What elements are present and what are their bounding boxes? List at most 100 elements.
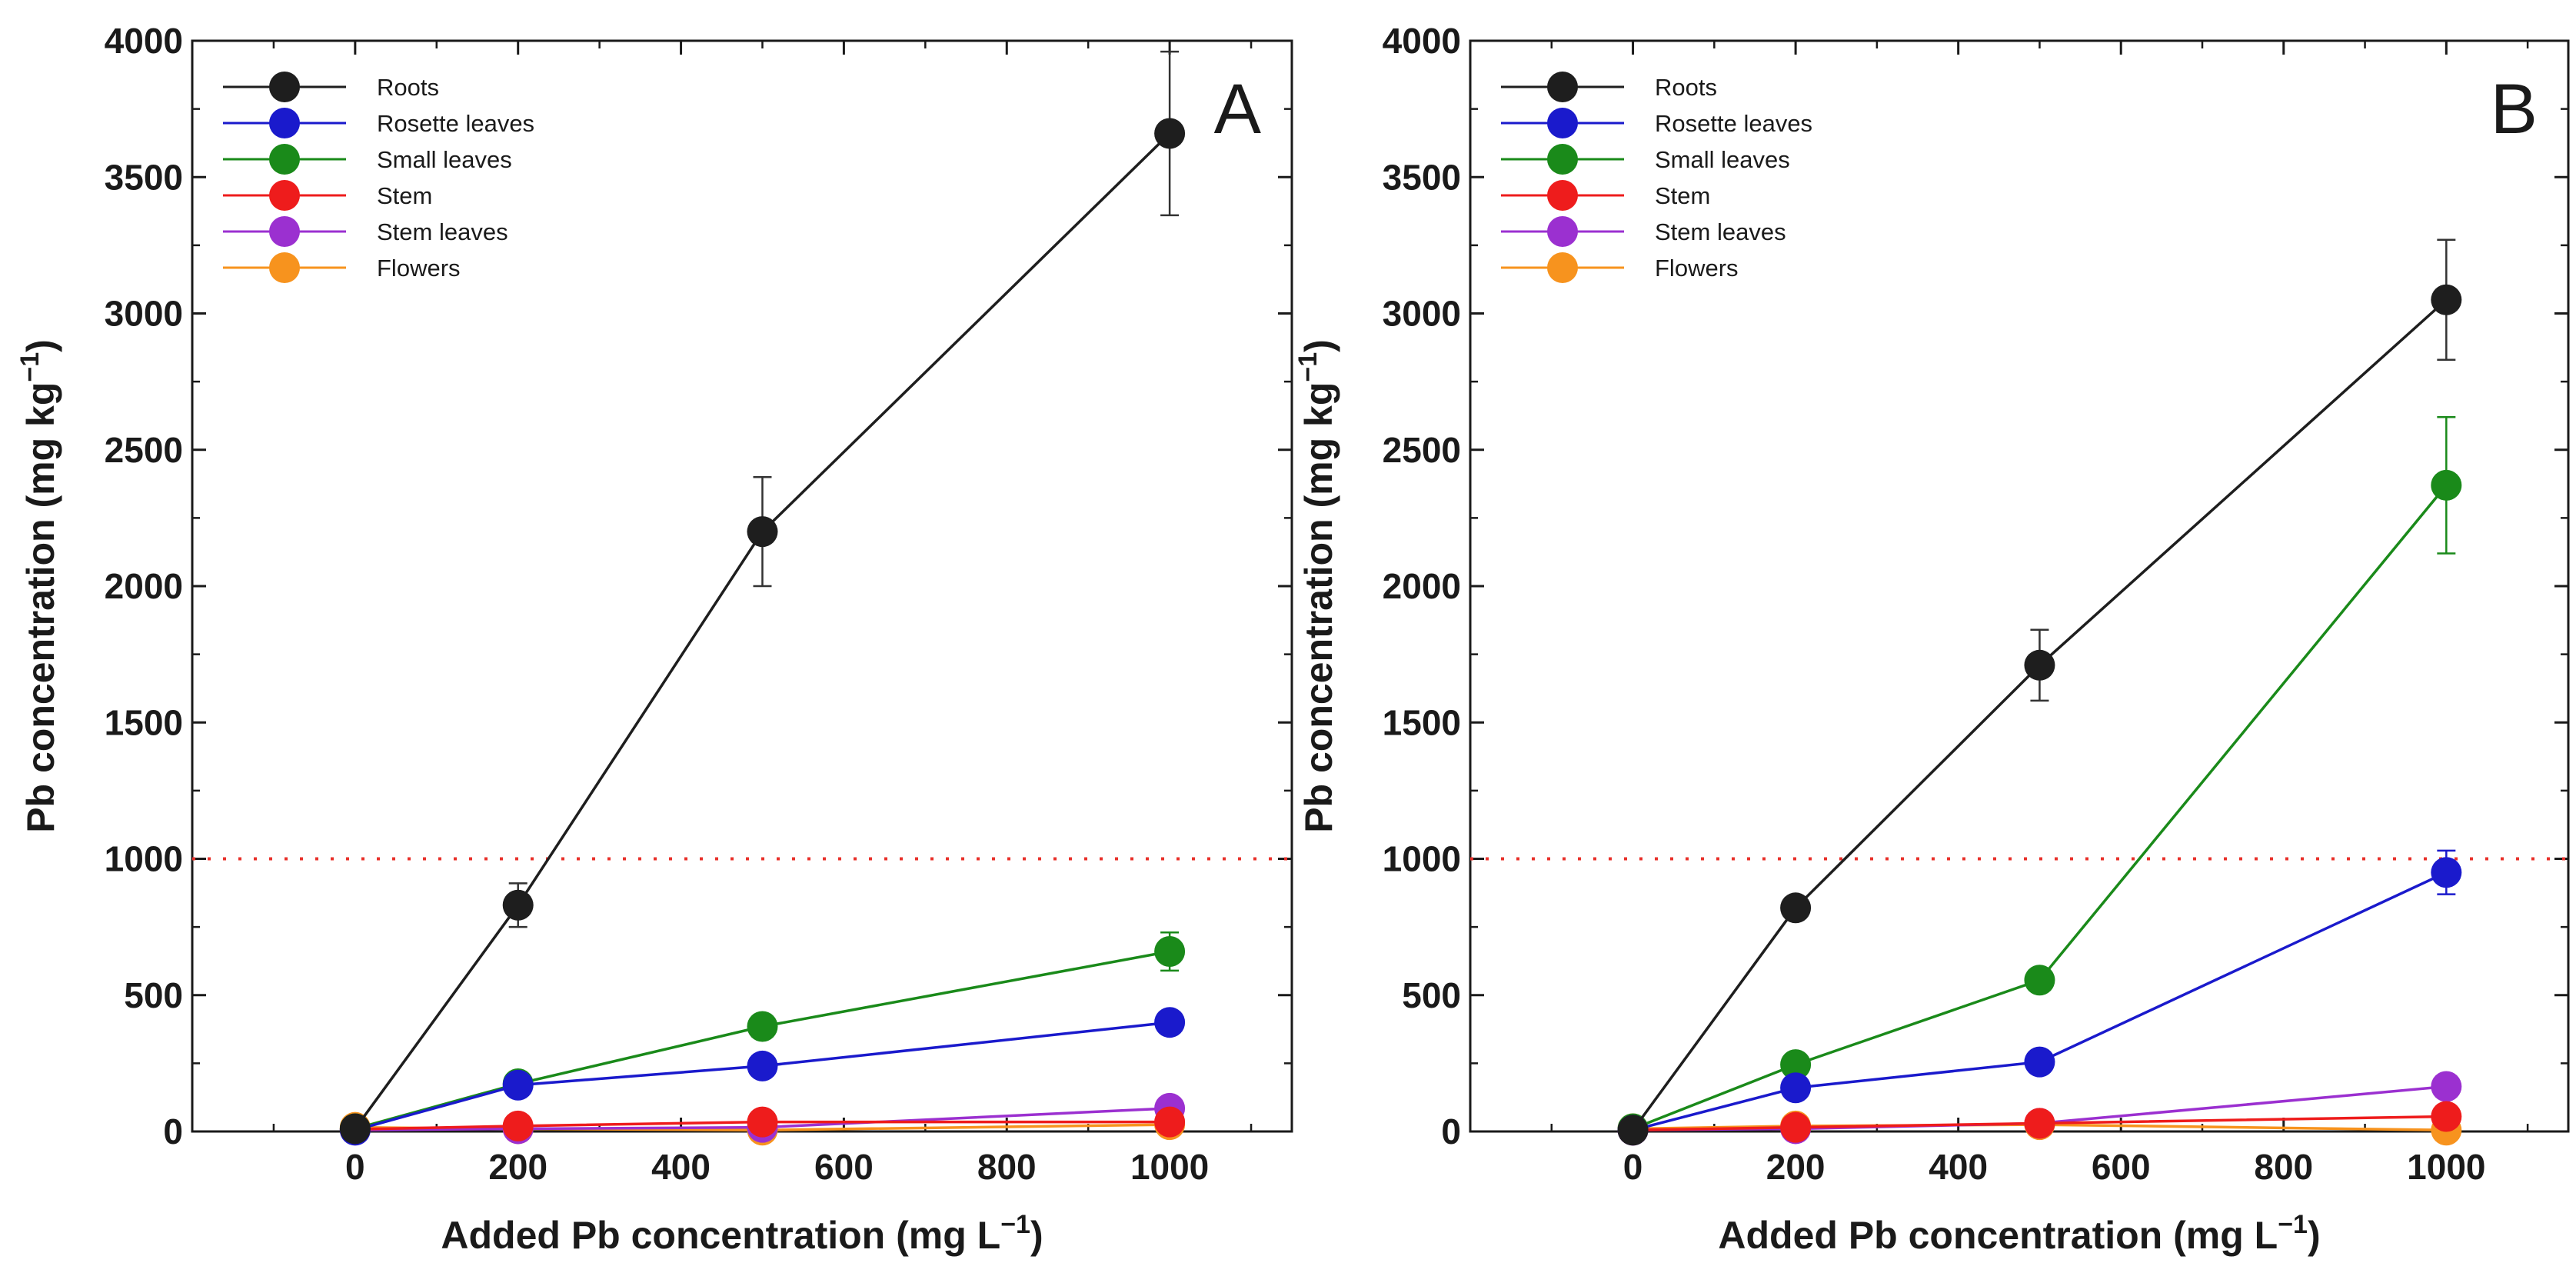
x-tick-label: 200 xyxy=(1766,1147,1825,1187)
y-tick-label: 2500 xyxy=(105,430,183,470)
series-rosette-leaves xyxy=(1617,849,2462,1146)
y-tick-label: 0 xyxy=(1441,1111,1461,1151)
data-point xyxy=(747,1050,778,1081)
legend-marker xyxy=(269,108,300,138)
legend-item-small-leaves: Small leaves xyxy=(1501,144,1790,175)
chart-panel-a: 0 500 1000 1500 2000 2500 3000 3500 4000 0 200 400 6… xyxy=(15,21,1293,1257)
y-axis-title-end: ) xyxy=(19,339,62,352)
series-roots xyxy=(339,50,1186,1145)
y-axis-title: Pb concentration (mg kg−1) xyxy=(15,339,62,833)
legend-item-stem: Stem xyxy=(1501,180,1710,211)
data-point xyxy=(1154,118,1186,149)
y-tick-label: 1500 xyxy=(1383,702,1461,742)
legend-marker xyxy=(269,72,300,102)
legend-item-stem-leaves: Stem leaves xyxy=(1501,216,1786,247)
data-point xyxy=(747,1106,778,1138)
x-tick-label: 600 xyxy=(2092,1147,2151,1187)
panel-label: A xyxy=(1214,70,1262,148)
x-tick-label: 800 xyxy=(977,1147,1037,1187)
y-tick-label: 3500 xyxy=(105,157,183,197)
series-line xyxy=(354,1021,1170,1131)
data-point xyxy=(2431,1071,2462,1102)
legend-label: Rosette leaves xyxy=(377,110,534,137)
data-point xyxy=(339,1113,371,1145)
legend-marker xyxy=(269,252,300,283)
data-point xyxy=(2431,1101,2462,1132)
legend-item-roots: Roots xyxy=(1501,72,1717,102)
series-roots xyxy=(1617,238,2462,1146)
y-axis-title-main: Pb concentration (mg kg xyxy=(1297,382,1340,833)
legend-label: Rosette leaves xyxy=(1655,110,1812,137)
x-axis-title-end: ) xyxy=(2308,1214,2321,1257)
series-small-leaves xyxy=(1617,415,2462,1145)
data-point xyxy=(1780,1111,1812,1143)
data-point xyxy=(2431,284,2462,315)
data-point xyxy=(2024,1046,2055,1078)
data-point xyxy=(2024,649,2055,681)
y-axis-title-end: ) xyxy=(1297,339,1340,352)
data-point xyxy=(2024,1108,2055,1139)
x-tick-label: 200 xyxy=(488,1147,547,1187)
data-point xyxy=(1780,1072,1812,1104)
legend-item-rosette-leaves: Rosette leaves xyxy=(1501,108,1812,138)
data-point xyxy=(2431,469,2462,501)
legend-marker xyxy=(269,180,300,211)
series-stem xyxy=(1617,1101,2462,1146)
legend-label: Stem leaves xyxy=(1655,218,1786,245)
data-point xyxy=(2431,857,2462,888)
x-axis-title-end: ) xyxy=(1030,1214,1043,1257)
legend-label: Roots xyxy=(1655,74,1717,101)
legend-label: Roots xyxy=(377,74,439,101)
legend-label: Stem xyxy=(377,182,432,209)
data-point xyxy=(502,1110,534,1141)
y-tick-label: 1000 xyxy=(1383,839,1461,879)
y-tick-label: 3000 xyxy=(1383,294,1461,334)
y-tick-label: 2500 xyxy=(1383,430,1461,470)
legend-label: Small leaves xyxy=(377,146,512,173)
y-tick-label: 1500 xyxy=(105,702,183,742)
x-tick-label: 400 xyxy=(1929,1147,1988,1187)
y-tick-label: 500 xyxy=(1402,975,1461,1015)
x-tick-label: 400 xyxy=(651,1147,711,1187)
legend-marker xyxy=(1547,108,1578,138)
legend-label: Flowers xyxy=(377,255,461,282)
legend: Roots Rosette leaves Small leaves Stem Stem … xyxy=(1501,72,1812,283)
y-tick-label: 4000 xyxy=(105,21,183,61)
chart-panel-b: 0 500 1000 1500 2000 2500 3000 3500 4000 0 200 400 6… xyxy=(1293,21,2570,1257)
x-axis-title: Added Pb concentration (mg L−1) xyxy=(441,1210,1043,1257)
legend-label: Stem leaves xyxy=(377,218,508,245)
x-tick-label: 0 xyxy=(1623,1147,1643,1187)
legend-marker xyxy=(1547,180,1578,211)
legend-item-rosette-leaves: Rosette leaves xyxy=(223,108,534,138)
x-tick-label: 0 xyxy=(345,1147,365,1187)
x-axis-title-main: Added Pb concentration (mg L xyxy=(441,1214,1000,1257)
y-tick-label: 4000 xyxy=(1383,21,1461,61)
x-tick-label: 1000 xyxy=(2407,1147,2485,1187)
legend-label: Flowers xyxy=(1655,255,1739,282)
x-axis-title: Added Pb concentration (mg L−1) xyxy=(1718,1210,2320,1257)
series-line xyxy=(1632,1115,2447,1131)
plot-frame xyxy=(1469,39,2570,1133)
series-group xyxy=(1617,238,2462,1146)
data-point xyxy=(2024,965,2055,996)
series-line xyxy=(354,1107,1170,1131)
legend-item-flowers: Flowers xyxy=(223,252,461,283)
data-point xyxy=(1154,1007,1186,1038)
series-line xyxy=(1632,484,2448,1131)
data-point xyxy=(1780,1049,1812,1081)
y-tick-label: 500 xyxy=(124,975,183,1015)
x-tick-label: 600 xyxy=(814,1147,874,1187)
x-axis-title-sup: −1 xyxy=(2278,1210,2308,1239)
series-stem xyxy=(339,1106,1186,1145)
legend-marker xyxy=(1547,72,1578,102)
y-tick-label: 2000 xyxy=(105,566,183,606)
panel-label: B xyxy=(2491,70,2538,148)
legend-item-flowers: Flowers xyxy=(1501,252,1739,283)
data-point xyxy=(502,1069,534,1101)
x-axis-title-main: Added Pb concentration (mg L xyxy=(1718,1214,2278,1257)
data-point xyxy=(747,1011,778,1042)
x-axis-title-sup: −1 xyxy=(1000,1210,1030,1239)
legend-marker xyxy=(1547,216,1578,247)
series-group xyxy=(339,50,1186,1146)
